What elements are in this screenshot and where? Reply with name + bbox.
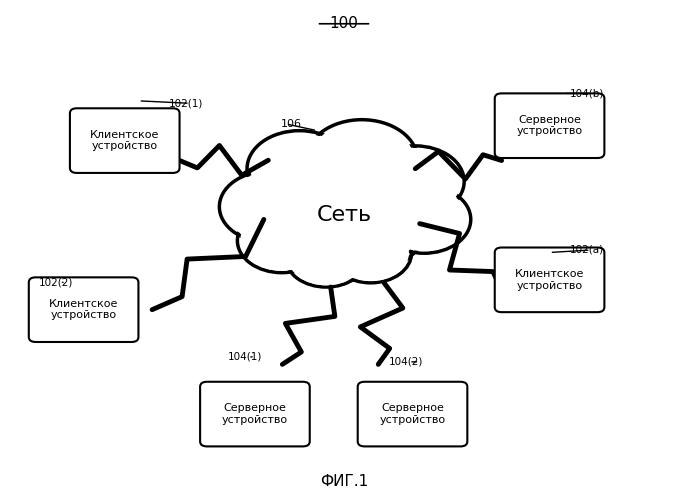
Text: Клиентское
устройство: Клиентское устройство [49,299,118,320]
Circle shape [237,208,326,272]
Circle shape [370,148,460,214]
Circle shape [286,228,367,287]
Circle shape [330,224,411,283]
Circle shape [310,123,413,198]
Text: 100: 100 [330,16,358,32]
Circle shape [219,171,317,242]
Text: Серверное
устройство: Серверное устройство [222,404,288,425]
Circle shape [333,226,408,280]
Circle shape [306,120,418,201]
Text: Сеть: Сеть [316,205,372,225]
Text: 106: 106 [281,119,302,129]
Text: 104(1): 104(1) [228,352,262,362]
Circle shape [289,230,364,284]
Circle shape [264,157,424,274]
Text: ФИГ.1: ФИГ.1 [320,474,368,488]
Circle shape [257,152,431,278]
Circle shape [381,188,467,250]
FancyBboxPatch shape [495,94,604,158]
FancyBboxPatch shape [70,108,180,173]
Text: Клиентское
устройство: Клиентское устройство [515,269,584,290]
Text: 102(a): 102(a) [570,245,604,255]
FancyBboxPatch shape [200,382,310,446]
Circle shape [241,211,323,270]
Text: 102(1): 102(1) [169,98,204,108]
Text: 104(2): 104(2) [389,357,423,367]
FancyBboxPatch shape [29,278,138,342]
Circle shape [224,174,313,240]
Circle shape [378,186,471,253]
FancyBboxPatch shape [358,382,467,446]
Text: Серверное
устройство: Серверное устройство [517,115,583,136]
Text: 104(b): 104(b) [570,88,605,99]
Circle shape [366,146,464,217]
Text: Серверное
устройство: Серверное устройство [380,404,446,425]
Circle shape [251,134,347,204]
Text: 102(2): 102(2) [39,278,74,287]
Text: Клиентское
устройство: Клиентское устройство [90,130,160,152]
FancyBboxPatch shape [495,248,604,312]
Circle shape [247,130,352,206]
